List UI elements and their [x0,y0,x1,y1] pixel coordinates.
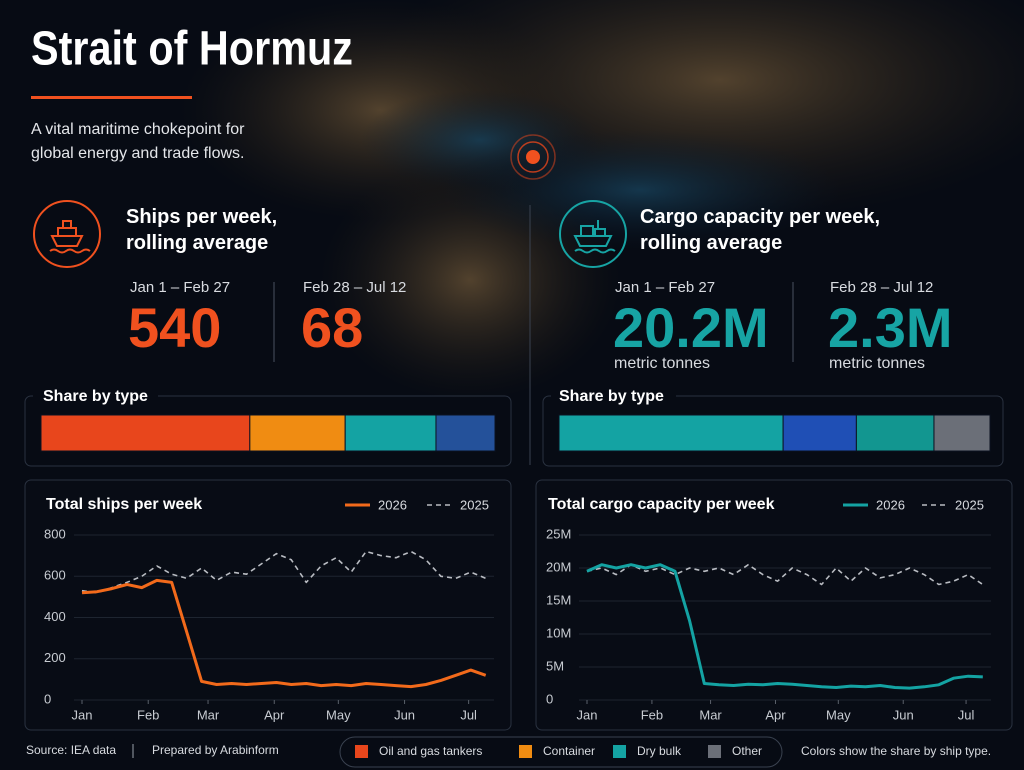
stat-unit: metric tonnes [829,355,925,372]
share-segment [782,414,857,452]
y-tick-label: 20M [546,559,571,574]
legend-label: Container [543,744,595,758]
share-segment [249,414,346,452]
panel-title: Cargo capacity per week, rolling average [640,206,881,254]
x-tick-label: Jun [893,707,914,722]
x-tick-label: May [826,707,851,722]
y-tick-label: 0 [44,691,51,706]
y-tick-label: 25M [546,526,571,541]
footer-source: Source: IEA data [26,743,116,757]
x-tick-label: Mar [699,707,722,722]
share-segment [40,414,251,452]
map-background [180,0,1024,400]
share-segment [933,414,991,452]
x-tick-label: Jan [577,707,598,722]
series-line [586,563,983,690]
x-tick-label: Mar [197,707,220,722]
x-tick-label: Jul [460,707,477,722]
share-box [542,395,1004,467]
y-tick-label: 10M [546,625,571,640]
cargo-icon [559,200,627,268]
subtitle: A vital maritime chokepoint for global e… [31,121,245,162]
stat-value: 2.3M [828,296,953,359]
period-label: Jan 1 – Feb 27 [615,279,715,296]
x-tick-label: Jan [72,707,93,722]
ship-icon [33,200,101,268]
share-title: Share by type [559,388,664,405]
share-segment [344,414,437,452]
legend-swatch [613,745,626,758]
legend-label: 2025 [460,497,489,512]
legend-label: Dry bulk [637,744,682,758]
period-label: Jan 1 – Feb 27 [130,279,230,296]
chart-title: Total ships per week [46,496,202,513]
legend-swatch [355,745,368,758]
title-backing [33,388,158,406]
y-tick-label: 600 [44,568,66,583]
y-tick-label: 800 [44,526,66,541]
x-tick-label: May [326,707,351,722]
share-title: Share by type [43,388,148,405]
x-tick-label: Jun [394,707,415,722]
period-label: Feb 28 – Jul 12 [303,279,406,296]
legend-swatch [708,745,721,758]
x-tick-label: Jul [958,707,975,722]
series-line [81,550,487,594]
series-line [586,563,984,586]
y-tick-label: 5M [546,658,564,673]
legend-swatch [519,745,532,758]
stat-value: 20.2M [613,296,769,359]
footer-note: Colors show the share by ship type. [801,744,991,758]
title-underline [31,96,192,99]
legend-box [339,736,783,768]
x-tick-label: Apr [765,707,786,722]
x-tick-label: Apr [264,707,285,722]
y-tick-label: 200 [44,650,66,665]
chart-box [535,479,1013,731]
share-segment [855,414,935,452]
legend-label: 2026 [876,497,905,512]
panel-title: Ships per week, rolling average [126,206,278,254]
chart-title: Total cargo capacity per week [548,496,775,513]
series-line [81,578,487,689]
stat-value: 68 [301,296,363,359]
page-title: Strait of Hormuz [31,23,353,76]
legend-label: 2025 [955,497,984,512]
title-backing [551,388,676,406]
period-label: Feb 28 – Jul 12 [830,279,933,296]
x-tick-label: Feb [641,707,663,722]
y-tick-label: 15M [546,592,571,607]
share-segment [558,414,784,452]
chart-box [24,479,512,731]
location-marker [510,134,556,180]
x-tick-label: Feb [137,707,159,722]
stat-value: 540 [128,296,221,359]
legend-label: 2026 [378,497,407,512]
share-segment [435,414,496,452]
stat-unit: metric tonnes [614,355,710,372]
legend-label: Oil and gas tankers [379,744,482,758]
y-tick-label: 0 [546,691,553,706]
share-box [24,395,512,467]
y-tick-label: 400 [44,609,66,624]
footer-credit: Prepared by Arabinform [152,743,279,757]
legend-label: Other [732,744,762,758]
